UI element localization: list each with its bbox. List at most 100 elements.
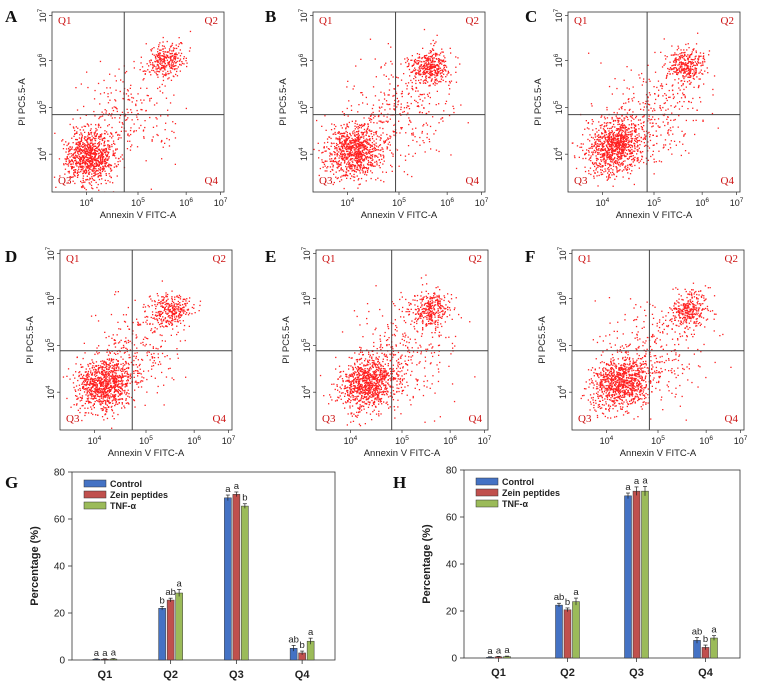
scatter-point xyxy=(657,94,660,96)
scatter-point xyxy=(158,66,160,68)
scatter-point xyxy=(640,152,642,154)
scatter-point xyxy=(639,119,641,121)
scatter-point xyxy=(130,133,132,136)
scatter-point xyxy=(81,152,83,154)
scatter-point xyxy=(103,391,105,393)
scatter-point xyxy=(681,65,683,68)
scatter-point xyxy=(690,70,692,72)
scatter-point xyxy=(168,139,170,141)
scatter-point xyxy=(331,160,333,162)
scatter-point xyxy=(73,173,75,175)
scatter-point xyxy=(693,78,695,80)
scatter-point xyxy=(95,150,97,152)
scatter-point xyxy=(90,155,92,157)
scatter-point xyxy=(617,159,620,161)
scatter-point xyxy=(347,166,349,168)
scatter-point xyxy=(599,166,602,168)
scatter-point xyxy=(94,365,97,367)
scatter-point xyxy=(179,60,181,62)
scatter-point xyxy=(180,42,182,44)
scatter-point xyxy=(378,144,381,147)
scatter-point xyxy=(425,64,427,67)
scatter-point xyxy=(348,165,350,167)
scatter-point xyxy=(603,155,605,157)
tick-base: 10 xyxy=(440,198,450,208)
scatter-point xyxy=(115,131,118,133)
scatter-point xyxy=(88,167,91,170)
scatter-point xyxy=(610,139,612,141)
scatter-point xyxy=(329,166,332,168)
scatter-point xyxy=(680,61,682,63)
scatter-point xyxy=(682,83,684,85)
scatter-point xyxy=(86,141,88,143)
scatter-point xyxy=(162,76,164,78)
scatter-point xyxy=(426,124,429,126)
y-tick-label: 106 xyxy=(37,53,48,67)
scatter-point xyxy=(85,383,87,386)
scatter-point xyxy=(76,395,78,397)
scatter-point xyxy=(417,90,419,92)
scatter-point xyxy=(617,119,619,122)
scatter-point xyxy=(367,151,370,153)
scatter-point xyxy=(361,134,363,136)
scatter-point xyxy=(99,168,101,171)
scatter-point xyxy=(620,124,622,126)
scatter-point xyxy=(86,178,88,181)
scatter-point xyxy=(634,156,636,159)
scatter-point xyxy=(686,67,688,69)
scatter-point xyxy=(647,145,649,147)
scatter-point xyxy=(332,166,334,168)
scatter-point xyxy=(647,96,649,99)
scatter-point xyxy=(89,155,91,157)
scatter-point xyxy=(418,62,420,64)
quadrant-label: Q2 xyxy=(721,15,734,27)
scatter-point xyxy=(345,140,348,142)
scatter-point xyxy=(324,181,327,183)
scatter-point xyxy=(150,74,152,76)
scatter-point xyxy=(371,172,373,174)
scatter-point xyxy=(386,139,388,141)
scatter-point xyxy=(411,85,413,87)
scatter-point xyxy=(119,134,121,136)
scatter-point xyxy=(434,79,436,82)
scatter-point xyxy=(593,149,595,152)
scatter-point xyxy=(350,168,352,170)
scatter-point xyxy=(669,127,672,129)
scatter-point xyxy=(94,158,96,160)
scatter-point xyxy=(367,125,369,127)
scatter-point xyxy=(693,74,695,76)
scatter-point xyxy=(112,154,114,157)
scatter-point xyxy=(77,162,79,164)
scatter-point xyxy=(91,158,93,161)
scatter-point xyxy=(338,148,341,151)
scatter-point xyxy=(618,150,620,152)
scatter-point xyxy=(84,164,86,166)
scatter-point xyxy=(594,172,596,174)
scatter-point xyxy=(611,174,613,176)
scatter-point xyxy=(97,160,99,162)
scatter-point xyxy=(578,156,580,158)
scatter-point xyxy=(333,151,335,153)
scatter-point xyxy=(147,69,149,71)
scatter-point xyxy=(639,103,641,105)
scatter-point xyxy=(332,183,334,186)
scatter-point xyxy=(609,127,611,130)
scatter-point xyxy=(406,60,409,62)
scatter-point xyxy=(615,142,618,144)
scatter-point xyxy=(99,174,101,177)
scatter-point xyxy=(423,64,425,67)
scatter-point xyxy=(138,127,140,129)
scatter-point xyxy=(622,138,624,140)
scatter-point xyxy=(100,154,102,156)
scatter-point xyxy=(167,115,169,117)
scatter-point xyxy=(88,149,90,151)
scatter-point xyxy=(600,116,602,118)
scatter-point xyxy=(614,160,617,162)
scatter-point xyxy=(612,163,615,165)
scatter-point xyxy=(435,72,437,74)
scatter-point xyxy=(99,390,101,392)
scatter-point xyxy=(623,155,626,157)
scatter-point xyxy=(625,126,627,128)
scatter-point xyxy=(109,175,111,177)
scatter-points xyxy=(571,32,719,187)
